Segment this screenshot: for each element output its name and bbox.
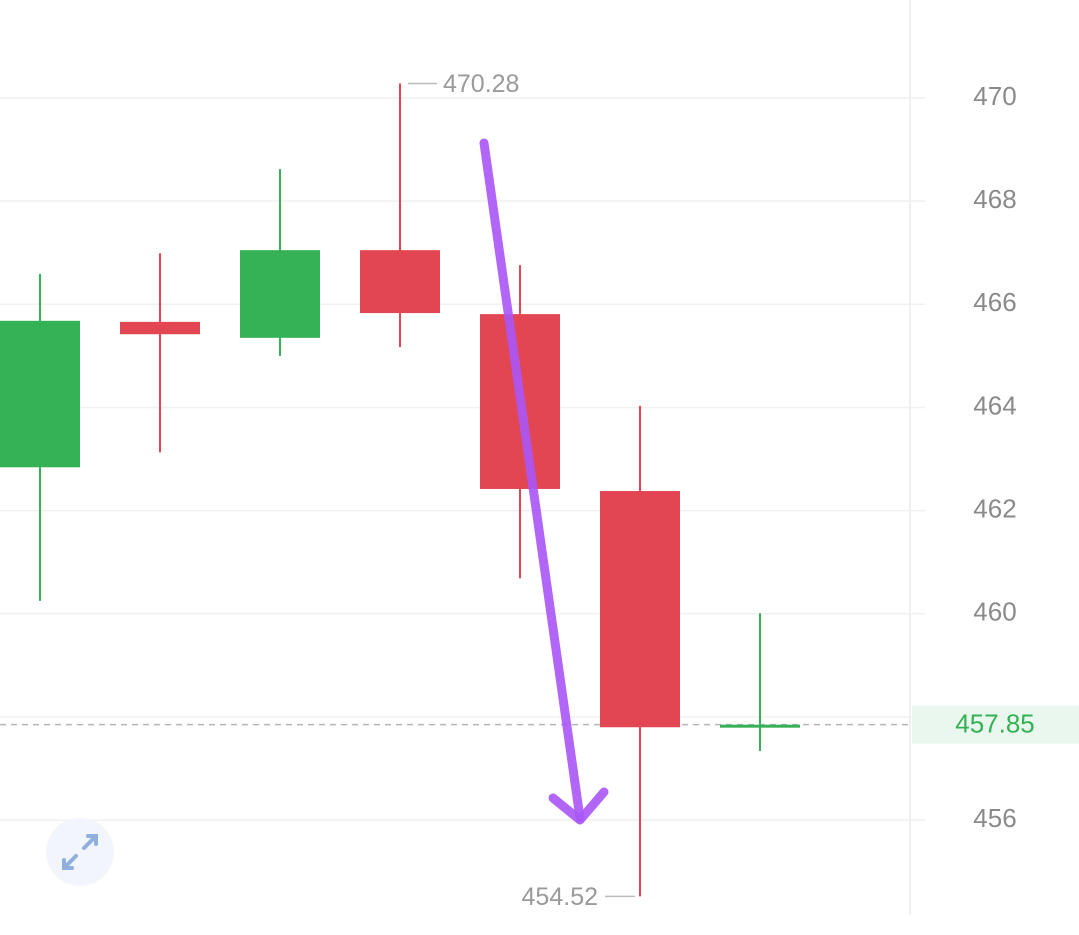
y-tick-label: 466 bbox=[973, 287, 1016, 317]
expand-button[interactable] bbox=[46, 818, 114, 886]
candle-body bbox=[120, 321, 200, 335]
candle-body bbox=[0, 320, 80, 468]
candle-body bbox=[720, 724, 800, 728]
drawn-arrow-head bbox=[548, 787, 609, 825]
y-tick-label: 460 bbox=[973, 597, 1016, 627]
y-tick-label: 456 bbox=[973, 803, 1016, 833]
expand-icon[interactable] bbox=[62, 834, 98, 870]
expand-button-bg[interactable] bbox=[46, 818, 114, 886]
candle-body bbox=[240, 250, 320, 338]
y-tick-label: 468 bbox=[973, 184, 1016, 214]
candle-body bbox=[360, 250, 440, 314]
y-tick-label: 462 bbox=[973, 494, 1016, 524]
last-price-badge bbox=[912, 705, 1079, 744]
y-tick-label: 470 bbox=[973, 81, 1016, 111]
low-label: 454.52 bbox=[522, 883, 598, 911]
drawn-arrow bbox=[479, 138, 585, 823]
y-tick-label: 464 bbox=[973, 390, 1016, 420]
plot-area: 456 460 462 464 466 468 470 457.85 470.28 454.52 bbox=[0, 70, 1079, 911]
last-price-label: 457.85 bbox=[955, 709, 1035, 739]
candle-body bbox=[600, 491, 680, 728]
high-label: 470.28 bbox=[443, 70, 519, 98]
